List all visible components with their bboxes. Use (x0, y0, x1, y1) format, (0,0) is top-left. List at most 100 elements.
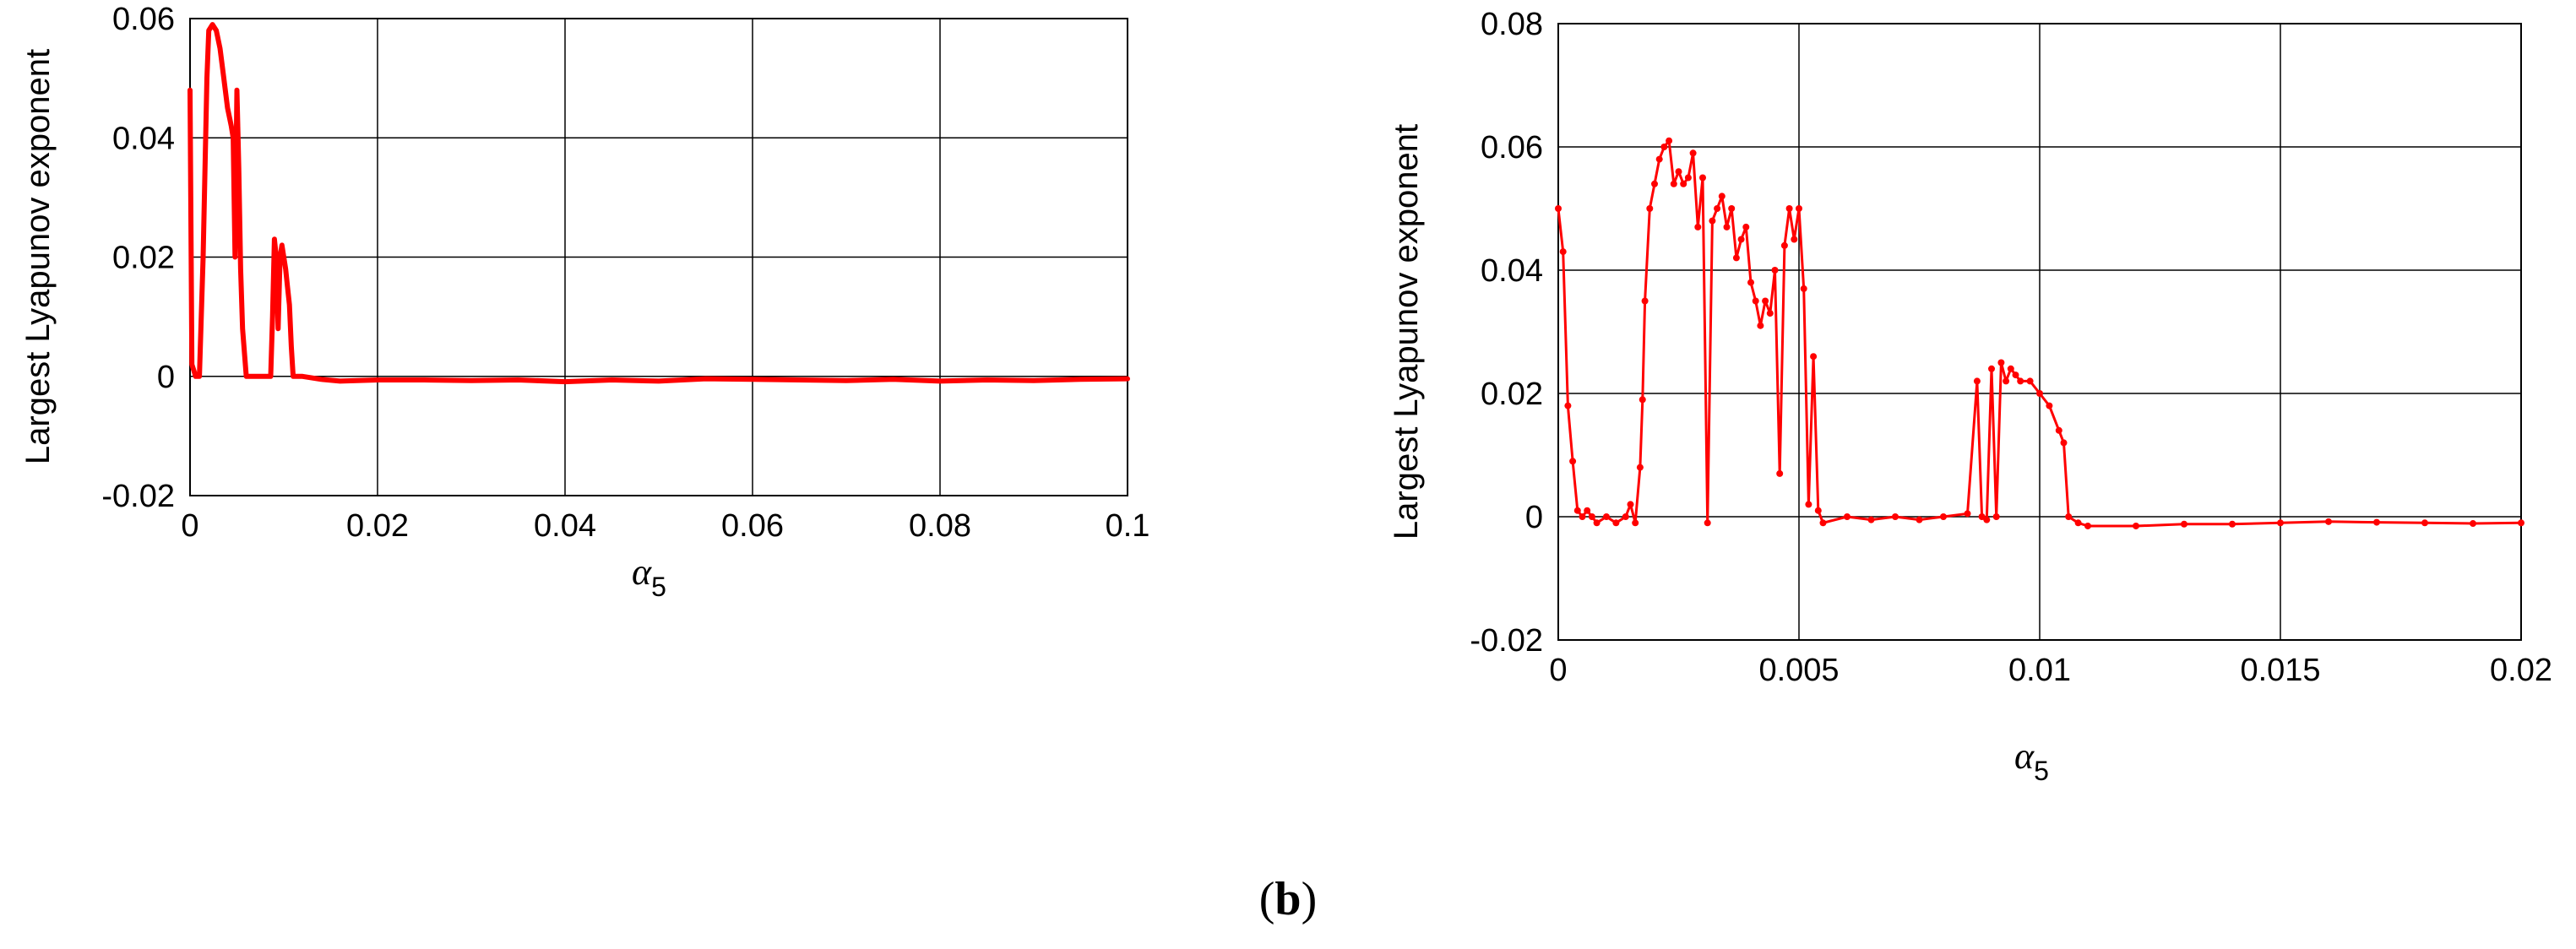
data-point-right (1680, 180, 1687, 187)
y-axis-label-right: Largest Lyapunov exponent (1388, 124, 1425, 540)
data-point-right (1973, 377, 1981, 385)
data-point-right (1819, 519, 1827, 527)
data-point-right (1805, 501, 1812, 508)
y-tick-label-right: 0.08 (1481, 7, 1543, 42)
data-point-right (1844, 513, 1850, 520)
x-axis-label-left: α5 (632, 551, 666, 602)
x-tick-label-left: 0.04 (534, 508, 596, 544)
x-axis-label-left-symbol: α (632, 551, 652, 593)
data-point-right (2065, 513, 2073, 520)
y-tick-label-right: 0.02 (1481, 377, 1543, 412)
data-point-right (1776, 469, 1784, 477)
y-tick-label-right: 0.04 (1481, 253, 1543, 289)
panel-label: (b) (1259, 873, 1317, 925)
data-point-right (1655, 155, 1663, 163)
data-point-right (2325, 518, 2332, 525)
data-point-right (1737, 236, 1745, 243)
data-point-right (2181, 520, 2187, 528)
data-point-right (2074, 519, 2082, 527)
x-tick-label-right: 0.005 (1758, 653, 1839, 688)
x-tick-label-right: 0.015 (2240, 653, 2320, 688)
data-point-right (1684, 174, 1692, 182)
data-point-right (1632, 519, 1639, 527)
data-point-right (2229, 520, 2236, 528)
data-point-right (1593, 519, 1600, 527)
data-point-right (1704, 519, 1711, 527)
data-point-right (1603, 513, 1610, 520)
data-point-right (2017, 377, 2024, 385)
y-tick-label-left: 0.04 (112, 121, 175, 156)
x-axis-label-right-symbol: α (2014, 735, 2035, 777)
data-point-right (1651, 180, 1658, 187)
chart-right: 0 0.005 0.01 0.015 0.02-0.0200.020.040.060.0… (1388, 7, 2552, 786)
data-point-right (1573, 507, 1581, 514)
data-point-right (1800, 285, 1807, 292)
data-point-right (1555, 205, 1562, 212)
data-point-right (1694, 223, 1702, 230)
data-point-right (1646, 205, 1654, 212)
data-point-right (1997, 359, 2005, 366)
data-point-right (1940, 513, 1947, 520)
data-point-right (1636, 464, 1644, 471)
data-point-right (1699, 174, 1706, 182)
data-point-right (2277, 519, 2284, 527)
data-point-right (2003, 377, 2010, 385)
y-tick-label-right: 0.06 (1481, 130, 1543, 165)
data-point-right (1569, 458, 1577, 465)
series-right (1555, 137, 2524, 529)
panel-label-close-paren: ) (1302, 873, 1318, 925)
data-point-right (1588, 513, 1595, 520)
data-point-right (1810, 353, 1818, 361)
data-point-right (1742, 223, 1750, 230)
data-point-right (1732, 254, 1740, 262)
data-point-right (2518, 519, 2524, 527)
data-point-right (1796, 205, 1802, 212)
data-point-right (1728, 205, 1736, 212)
data-point-right (1747, 279, 1754, 286)
y-tick-label-left: 0.02 (112, 241, 175, 276)
data-point-right (1622, 513, 1629, 520)
data-point-right (1675, 168, 1682, 176)
data-point-right (1579, 513, 1586, 520)
data-point-right (1718, 193, 1725, 200)
data-point-right (1964, 510, 1971, 518)
data-point-right (1564, 402, 1572, 409)
data-point-right (2055, 426, 2062, 434)
panel-label-letter: b (1274, 873, 1301, 925)
grid-left (190, 19, 1128, 496)
x-tick-label-left: 0 (181, 508, 198, 544)
data-point-right (1983, 516, 1991, 523)
data-point-right (1627, 501, 1634, 508)
x-axis-label-right: α5 (2014, 735, 2049, 786)
data-point-right (2007, 365, 2014, 372)
ticks-right: 0 0.005 0.01 0.015 0.02-0.0200.020.040.060.0… (1470, 7, 2552, 688)
data-point-right (1791, 236, 1798, 243)
data-point-right (1752, 297, 1759, 305)
data-point-right (2421, 519, 2428, 527)
data-point-right (1689, 149, 1697, 157)
x-axis-label-right-subscript: 5 (2034, 756, 2049, 786)
x-tick-label-left: 0.08 (909, 508, 971, 544)
data-point-right (2012, 371, 2019, 379)
data-point-right (1612, 519, 1620, 527)
data-point-right (1641, 297, 1649, 305)
data-point-right (1771, 267, 1779, 274)
data-point-right (2046, 402, 2053, 409)
data-point-right (1714, 205, 1721, 212)
series-line-left (187, 22, 1130, 385)
data-point-right (2026, 377, 2034, 385)
data-point-right (1992, 513, 2000, 520)
panel-label-open-paren: ( (1259, 873, 1275, 925)
data-point-right (1988, 365, 1995, 372)
data-point-right (1780, 241, 1788, 249)
x-tick-label-right: 0 (1549, 653, 1567, 688)
data-point-right (1709, 217, 1716, 225)
data-point-right (1766, 310, 1774, 317)
data-point-right (1916, 516, 1923, 523)
data-point-right (2373, 518, 2380, 526)
grid-right (1558, 24, 2521, 640)
data-point-right (1785, 205, 1793, 212)
